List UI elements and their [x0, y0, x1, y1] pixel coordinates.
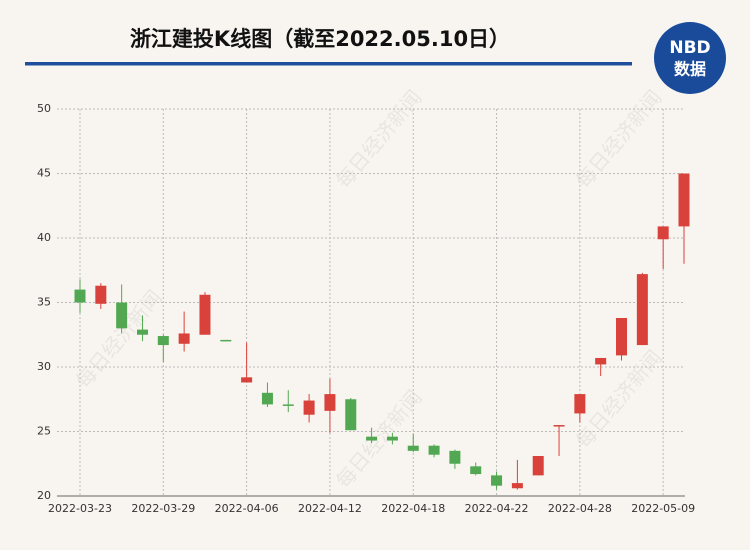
- logo-text: 数据: [674, 60, 706, 79]
- x-tick-label: 2022-04-06: [215, 502, 279, 515]
- candle-body: [491, 475, 503, 486]
- candle-body: [532, 456, 544, 476]
- x-tick-label: 2022-05-09: [631, 502, 695, 515]
- logo: [654, 22, 726, 94]
- x-tick-label: 2022-03-29: [131, 502, 195, 515]
- x-tick-label: 2022-03-23: [48, 502, 112, 515]
- candle-body: [386, 436, 398, 441]
- candle-body: [303, 400, 315, 415]
- candle-body: [324, 394, 336, 411]
- y-tick-label: 40: [37, 231, 51, 244]
- y-tick-label: 25: [37, 425, 51, 438]
- candle-body: [74, 289, 86, 303]
- candle-body: [199, 294, 211, 335]
- x-tick-label: 2022-04-12: [298, 502, 362, 515]
- candle-body: [407, 445, 419, 451]
- y-tick-label: 50: [37, 102, 51, 115]
- candle-body: [511, 483, 523, 489]
- logo-text: NBD: [669, 38, 710, 58]
- candle-body: [241, 377, 253, 383]
- candle-body: [261, 392, 273, 405]
- candle-body: [95, 285, 107, 304]
- candle-body: [220, 339, 232, 342]
- candle-body: [595, 357, 607, 365]
- candle-body: [553, 425, 565, 427]
- candle-body: [157, 336, 169, 346]
- candle-body: [428, 445, 440, 455]
- candle-body: [636, 274, 648, 346]
- y-tick-label: 35: [37, 296, 51, 309]
- candle-body: [470, 466, 482, 475]
- candle-body: [449, 450, 461, 464]
- candle-body: [116, 302, 128, 329]
- candle-body: [366, 436, 378, 441]
- candle-body: [574, 394, 586, 414]
- title-underline: [25, 62, 632, 66]
- y-tick-label: 30: [37, 360, 51, 373]
- x-tick-label: 2022-04-28: [548, 502, 612, 515]
- candle-body: [178, 333, 190, 344]
- y-tick-label: 45: [37, 167, 51, 180]
- candle-body: [282, 404, 294, 406]
- x-tick-label: 2022-04-22: [465, 502, 529, 515]
- y-tick-label: 20: [37, 489, 51, 502]
- candle-body: [345, 399, 357, 431]
- candle-body: [616, 317, 628, 356]
- candle-body: [678, 173, 690, 227]
- candle-body: [136, 329, 148, 335]
- candle-body: [657, 226, 669, 240]
- x-tick-label: 2022-04-18: [381, 502, 445, 515]
- chart-title: 浙江建投K线图（截至2022.05.10日）: [130, 27, 510, 51]
